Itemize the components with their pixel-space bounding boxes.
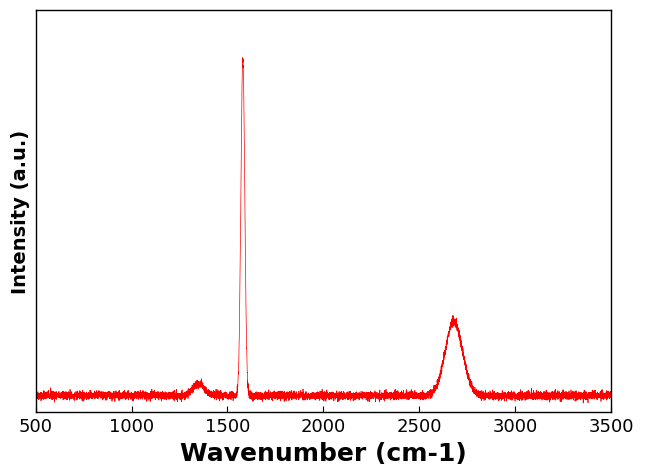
X-axis label: Wavenumber (cm-1): Wavenumber (cm-1) <box>180 441 467 465</box>
Y-axis label: Intensity (a.u.): Intensity (a.u.) <box>11 130 30 294</box>
